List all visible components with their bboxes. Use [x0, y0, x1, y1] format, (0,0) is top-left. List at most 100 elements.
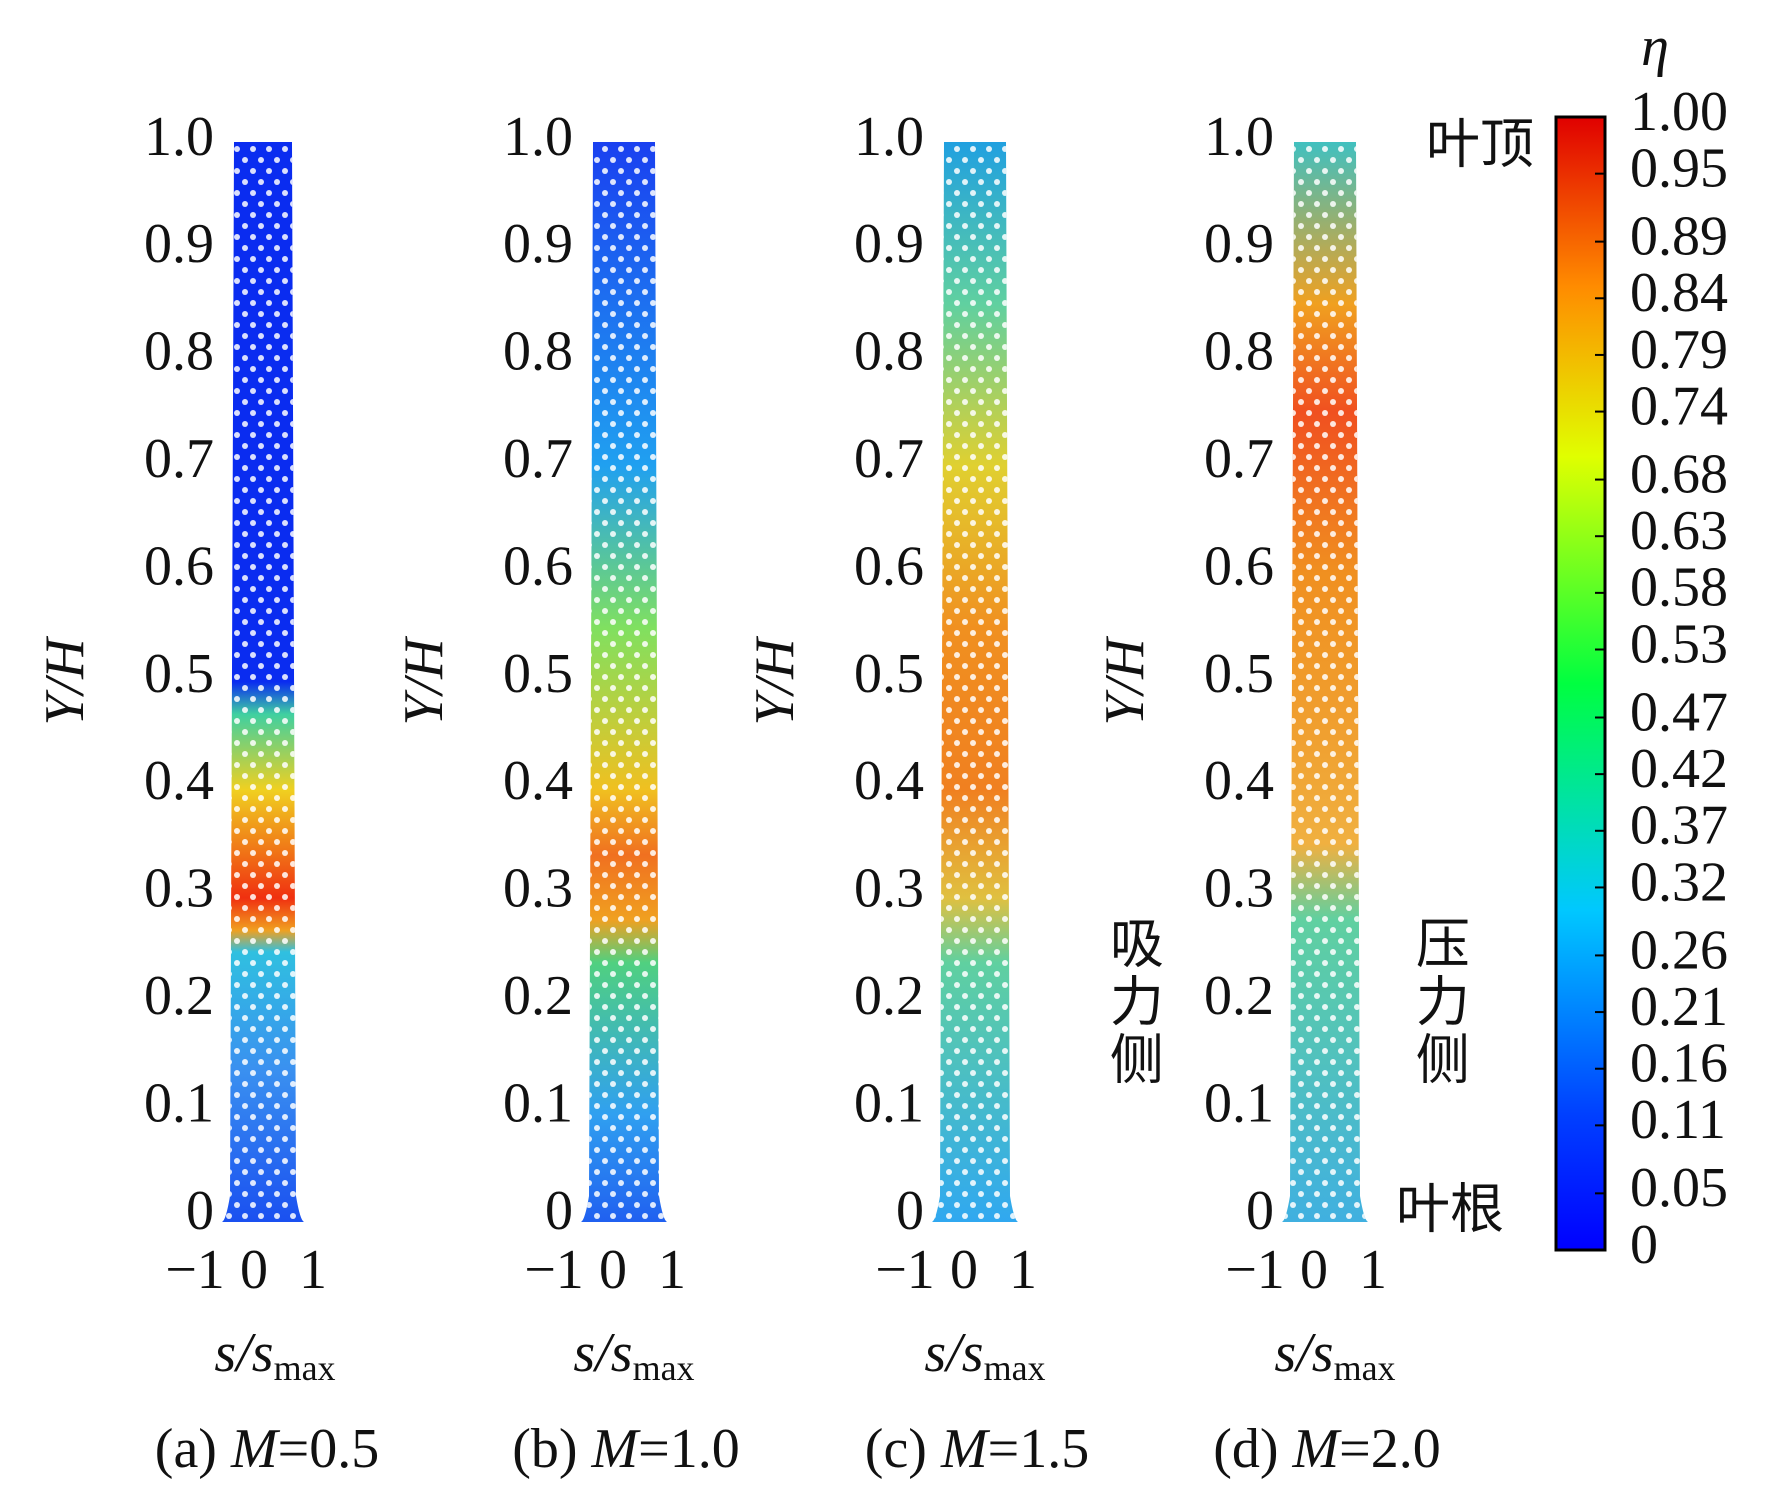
- pressure-side-label: 压力侧: [1406, 915, 1469, 1089]
- colorbar-tick-label: 0.32: [1630, 851, 1728, 913]
- caption-var: M: [591, 1418, 642, 1480]
- y-tick-label: 1.0: [503, 106, 573, 168]
- y-tick-label: 0.8: [854, 321, 924, 383]
- y-tick-label: 0.8: [1204, 321, 1274, 383]
- y-tick-label: 0.6: [854, 535, 924, 597]
- colorbar-tick-label: 0.11: [1630, 1089, 1726, 1151]
- x-tick-label: 0: [599, 1239, 627, 1301]
- y-tick-label: 0.5: [503, 643, 573, 705]
- x-tick-label: 1: [658, 1239, 686, 1301]
- y-tick-label: 0.4: [144, 750, 214, 812]
- caption-var: M: [1292, 1418, 1343, 1480]
- y-tick-label: 0.5: [144, 643, 214, 705]
- caption-prefix: (a): [155, 1418, 217, 1480]
- cooling-holes: [581, 142, 667, 1222]
- root-label: 叶根: [1396, 1178, 1504, 1241]
- caption-prefix: (b): [512, 1418, 577, 1480]
- y-tick-label: 0.9: [144, 213, 214, 275]
- x-axis-label-main: s/s: [924, 1322, 983, 1384]
- caption-var: M: [940, 1418, 991, 1480]
- colorbar-tick-label: 0.05: [1630, 1157, 1728, 1219]
- colorbar-tick-label: 0.95: [1630, 137, 1728, 199]
- caption: (d) M=2.0: [1213, 1418, 1441, 1480]
- x-tick-label: −1: [875, 1239, 935, 1301]
- caption: (c) M=1.5: [865, 1418, 1089, 1480]
- y-tick-label: 0.6: [144, 535, 214, 597]
- y-axis-label: Y/H: [1094, 636, 1156, 726]
- x-axis-label-main: s/s: [214, 1322, 273, 1384]
- y-tick-label: 0.4: [854, 750, 924, 812]
- y-tick-label: 0.2: [144, 965, 214, 1027]
- x-axis-label-sub: max: [274, 1348, 336, 1388]
- y-tick-label: 0.5: [854, 643, 924, 705]
- y-tick-label: 1.0: [1204, 106, 1274, 168]
- colorbar-tick-label: 0.47: [1630, 681, 1728, 743]
- y-tick-label: 0: [186, 1180, 214, 1242]
- y-tick-label: 0.4: [1204, 750, 1274, 812]
- caption-value: =2.0: [1339, 1418, 1441, 1480]
- y-tick-label: 0.2: [503, 965, 573, 1027]
- y-tick-label: 0.7: [503, 428, 573, 490]
- x-axis-label-main: s/s: [573, 1322, 632, 1384]
- colorbar-tick-label: 0.53: [1630, 613, 1728, 675]
- y-tick-label: 0.7: [854, 428, 924, 490]
- x-axis-label-sub: max: [1334, 1348, 1396, 1388]
- caption-prefix: (d): [1213, 1418, 1278, 1480]
- y-tick-label: 0.3: [144, 858, 214, 920]
- colorbar-tick-label: 0.84: [1630, 262, 1728, 324]
- x-tick-label: −1: [1225, 1239, 1285, 1301]
- y-axis-label: Y/H: [393, 636, 455, 726]
- x-tick-label: 1: [1359, 1239, 1387, 1301]
- x-tick-label: 0: [1300, 1239, 1328, 1301]
- y-tick-label: 0.2: [1204, 965, 1274, 1027]
- colorbar-tick-label: 0.58: [1630, 557, 1728, 619]
- y-tick-label: 0.1: [1204, 1072, 1274, 1134]
- colorbar-tick-label: 0.37: [1630, 795, 1728, 857]
- caption: (a) M=0.5: [155, 1418, 379, 1480]
- y-tick-label: 0.9: [1204, 213, 1274, 275]
- x-tick-label: 1: [1009, 1239, 1037, 1301]
- colorbar-tick-label: 0.21: [1630, 976, 1728, 1038]
- y-tick-label: 0.6: [503, 535, 573, 597]
- y-tick-label: 0.8: [144, 321, 214, 383]
- colorbar-tick-label: 0.16: [1630, 1033, 1728, 1095]
- colorbar-tick-label: 1.00: [1630, 81, 1728, 143]
- x-tick-label: −1: [165, 1239, 225, 1301]
- caption-prefix: (c): [865, 1418, 927, 1480]
- y-tick-label: 0.6: [1204, 535, 1274, 597]
- colorbar-tick-label: 0.42: [1630, 738, 1728, 800]
- x-tick-label: 0: [950, 1239, 978, 1301]
- caption-value: =0.5: [278, 1418, 380, 1480]
- tip-label: 叶顶: [1426, 113, 1534, 176]
- y-tick-label: 0.1: [144, 1072, 214, 1134]
- cooling-holes: [1282, 142, 1368, 1222]
- colorbar-tick-label: 0.26: [1630, 919, 1728, 981]
- y-axis-label: Y/H: [34, 636, 96, 726]
- y-tick-label: 0.3: [503, 858, 573, 920]
- x-tick-label: 1: [299, 1239, 327, 1301]
- cooling-holes: [222, 142, 304, 1222]
- y-tick-label: 0.3: [854, 858, 924, 920]
- suction-side-label: 吸力侧: [1100, 915, 1163, 1089]
- y-tick-label: 0.7: [1204, 428, 1274, 490]
- y-tick-label: 0: [545, 1180, 573, 1242]
- x-axis-label: s/smax: [214, 1322, 335, 1388]
- x-axis-label: s/smax: [573, 1322, 694, 1388]
- colorbar-tick-label: 0.63: [1630, 500, 1728, 562]
- y-tick-label: 0.9: [854, 213, 924, 275]
- colorbar-tick-label: 0.68: [1630, 443, 1728, 505]
- caption: (b) M=1.0: [512, 1418, 740, 1480]
- caption-value: =1.5: [988, 1418, 1090, 1480]
- colorbar: [1554, 115, 1607, 1252]
- colorbar-tick-label: 0: [1630, 1214, 1658, 1276]
- y-tick-label: 0: [1246, 1180, 1274, 1242]
- y-tick-label: 0.9: [503, 213, 573, 275]
- x-axis-label: s/smax: [924, 1322, 1045, 1388]
- caption-value: =1.0: [638, 1418, 740, 1480]
- y-tick-label: 0.1: [854, 1072, 924, 1134]
- colorbar-label: η: [1641, 16, 1669, 78]
- y-axis-label: Y/H: [744, 636, 806, 726]
- y-tick-label: 1.0: [854, 106, 924, 168]
- y-tick-label: 0: [896, 1180, 924, 1242]
- x-axis-label: s/smax: [1274, 1322, 1395, 1388]
